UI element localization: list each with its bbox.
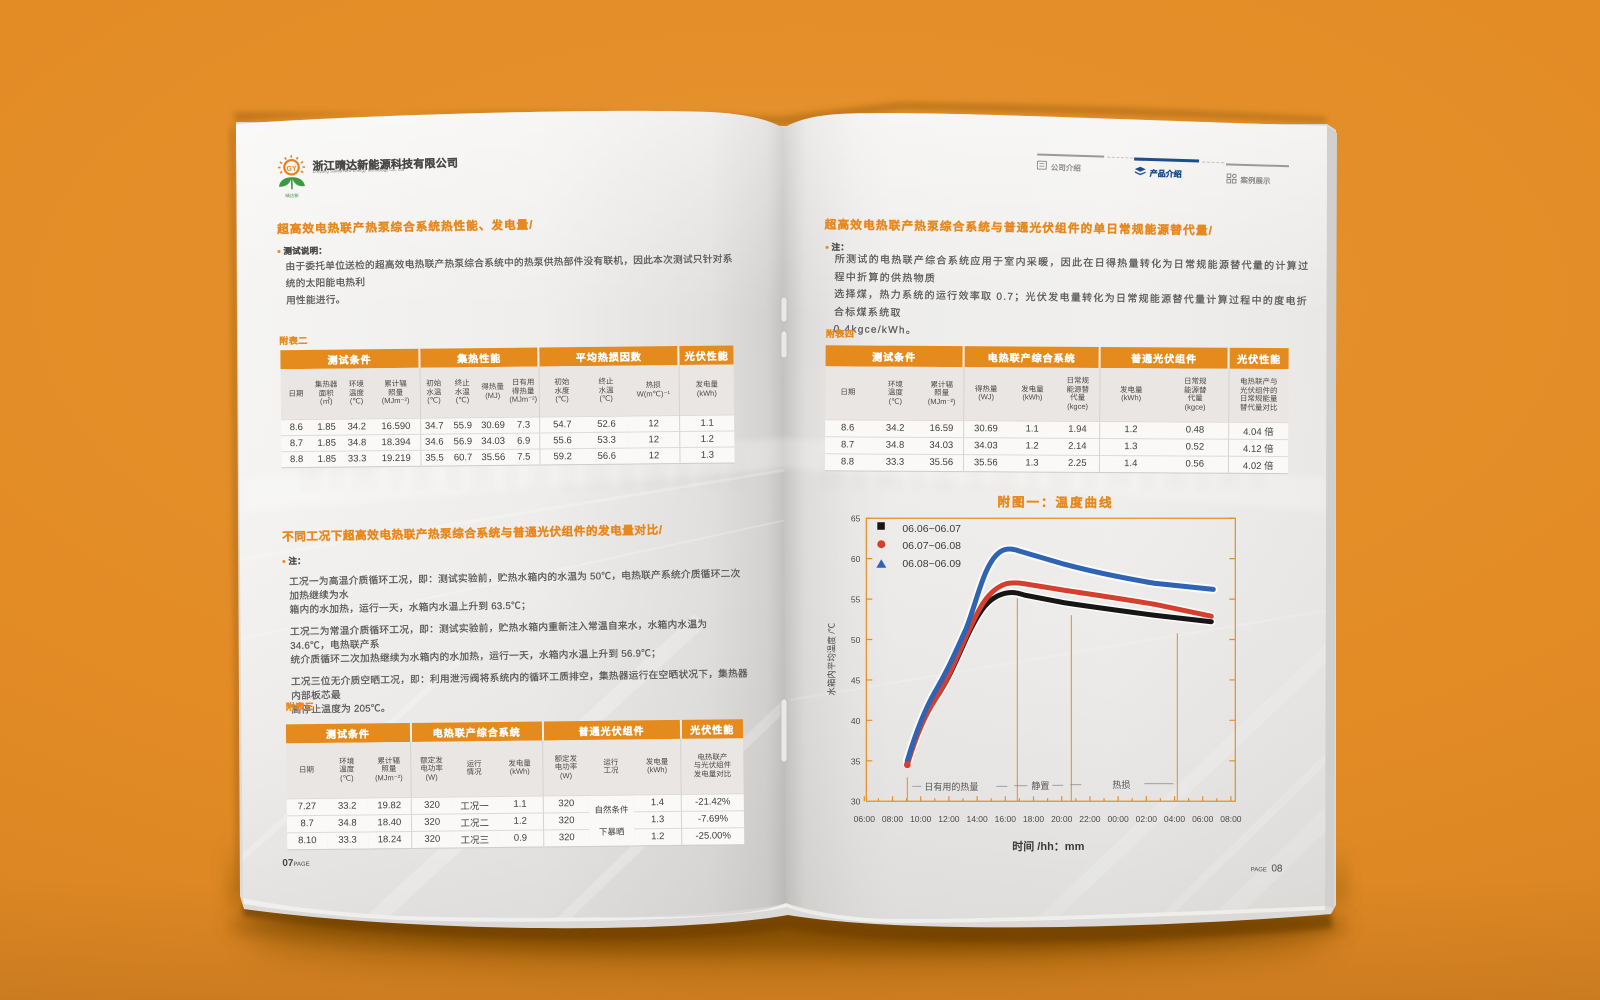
svg-text:06.06~06.07: 06.06~06.07 bbox=[902, 523, 961, 535]
svg-text:06:00: 06:00 bbox=[854, 814, 876, 824]
svg-text:08:00: 08:00 bbox=[882, 814, 904, 824]
svg-text:GY: GY bbox=[286, 166, 297, 173]
svg-text:50: 50 bbox=[851, 635, 861, 645]
svg-text:水箱内平均温度 /℃: 水箱内平均温度 /℃ bbox=[826, 622, 836, 695]
svg-text:20:00: 20:00 bbox=[1051, 814, 1073, 824]
svg-text:14:00: 14:00 bbox=[966, 814, 988, 824]
svg-text:35: 35 bbox=[851, 756, 861, 766]
svg-text:06.08~06.09: 06.08~06.09 bbox=[902, 558, 961, 570]
svg-text:06.07~06.08: 06.07~06.08 bbox=[902, 540, 961, 552]
svg-text:40: 40 bbox=[851, 716, 861, 726]
svg-text:04:00: 04:00 bbox=[1164, 814, 1186, 824]
svg-text:22:00: 22:00 bbox=[1079, 814, 1101, 824]
svg-text:06:00: 06:00 bbox=[1192, 814, 1214, 824]
svg-text:时间 /hh：mm: 时间 /hh：mm bbox=[1012, 839, 1084, 853]
svg-text:热损: 热损 bbox=[1112, 779, 1130, 790]
svg-text:08:00: 08:00 bbox=[1220, 814, 1242, 824]
svg-text:00:00: 00:00 bbox=[1107, 814, 1129, 824]
svg-text:55: 55 bbox=[851, 595, 861, 605]
svg-text:60: 60 bbox=[851, 554, 861, 564]
svg-text:静置: 静置 bbox=[1031, 780, 1049, 791]
svg-text:16:00: 16:00 bbox=[995, 814, 1017, 824]
svg-text:10:00: 10:00 bbox=[910, 814, 932, 824]
svg-text:30: 30 bbox=[851, 797, 861, 807]
svg-text:45: 45 bbox=[851, 675, 861, 685]
svg-text:日有用的热量: 日有用的热量 bbox=[924, 781, 978, 792]
svg-text:18:00: 18:00 bbox=[1023, 814, 1045, 824]
svg-text:02:00: 02:00 bbox=[1136, 814, 1158, 824]
svg-text:65: 65 bbox=[851, 514, 861, 524]
svg-text:12:00: 12:00 bbox=[938, 814, 960, 824]
svg-text:晴达新: 晴达新 bbox=[285, 192, 299, 199]
